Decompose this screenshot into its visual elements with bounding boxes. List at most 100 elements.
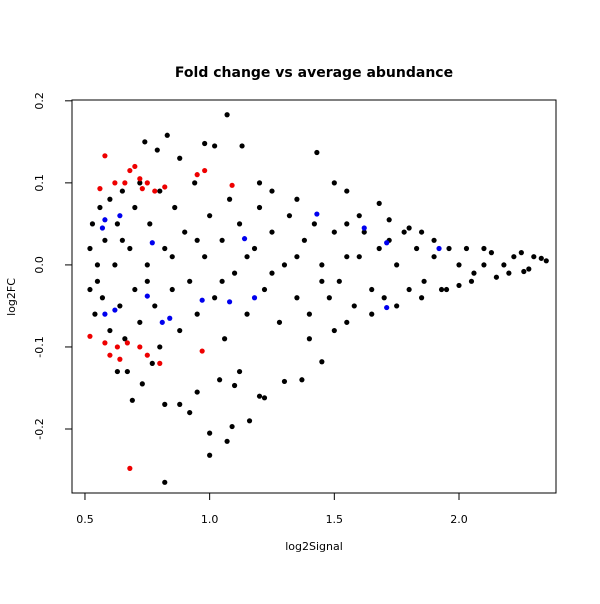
point xyxy=(152,188,158,194)
point xyxy=(344,221,350,227)
x-tick-label: 2.0 xyxy=(450,513,468,526)
point xyxy=(119,237,125,243)
point xyxy=(481,262,487,268)
point xyxy=(127,167,133,174)
point xyxy=(229,182,235,188)
point xyxy=(361,225,367,231)
point xyxy=(294,295,300,301)
point xyxy=(207,430,213,436)
point xyxy=(281,378,288,385)
point xyxy=(493,274,500,280)
point xyxy=(124,340,130,346)
point xyxy=(501,262,507,268)
point xyxy=(102,340,108,346)
point xyxy=(431,237,437,243)
point xyxy=(521,268,527,275)
point xyxy=(468,278,475,284)
chart-title: Fold change vs average abundance xyxy=(175,65,453,81)
point xyxy=(384,304,390,311)
point xyxy=(369,311,375,317)
point xyxy=(132,286,138,293)
point xyxy=(202,167,208,174)
point xyxy=(244,311,250,317)
point xyxy=(356,254,362,260)
point xyxy=(137,344,143,350)
point xyxy=(132,163,138,170)
point xyxy=(226,299,233,305)
point xyxy=(112,180,118,186)
point xyxy=(129,397,135,403)
point xyxy=(246,418,253,424)
point xyxy=(506,270,512,276)
point xyxy=(224,438,230,444)
point xyxy=(446,245,452,252)
point xyxy=(406,286,412,293)
point xyxy=(418,229,425,235)
point xyxy=(244,254,250,260)
point xyxy=(319,278,325,284)
point xyxy=(159,319,165,325)
point xyxy=(463,245,470,252)
point xyxy=(256,204,263,211)
point xyxy=(122,180,128,186)
point xyxy=(314,211,320,217)
point xyxy=(229,423,235,430)
point xyxy=(182,229,188,235)
point xyxy=(152,303,158,309)
point xyxy=(261,395,268,401)
point xyxy=(162,401,168,407)
point xyxy=(102,153,108,159)
point xyxy=(114,368,120,375)
point xyxy=(169,254,175,260)
point xyxy=(443,286,450,293)
x-tick-label: 1.5 xyxy=(326,513,344,526)
point xyxy=(311,221,317,227)
point xyxy=(99,225,106,231)
point xyxy=(344,319,350,325)
point xyxy=(107,196,113,202)
point xyxy=(236,368,243,375)
point xyxy=(157,344,163,350)
point xyxy=(331,327,337,334)
plot-frame xyxy=(71,99,557,494)
point xyxy=(144,352,150,358)
point xyxy=(167,315,173,321)
point xyxy=(137,319,143,325)
point xyxy=(406,225,412,231)
point xyxy=(149,360,155,366)
point xyxy=(306,311,312,317)
point xyxy=(269,188,275,194)
point xyxy=(401,229,407,235)
point xyxy=(456,262,462,268)
point xyxy=(147,221,153,227)
point xyxy=(117,356,123,362)
point xyxy=(299,377,305,383)
point xyxy=(89,221,96,227)
point xyxy=(117,213,123,219)
point xyxy=(199,348,205,354)
point xyxy=(194,389,200,395)
point xyxy=(194,172,200,178)
point xyxy=(219,237,225,243)
point xyxy=(356,213,362,219)
point xyxy=(124,368,130,375)
point xyxy=(294,254,300,260)
point xyxy=(344,188,350,194)
point xyxy=(231,270,238,276)
point xyxy=(361,229,367,235)
point xyxy=(192,180,198,186)
point xyxy=(162,184,168,190)
point xyxy=(314,149,320,156)
point xyxy=(344,254,350,260)
point xyxy=(543,258,549,264)
point xyxy=(488,250,495,256)
point xyxy=(117,303,123,309)
point xyxy=(394,262,400,268)
point xyxy=(351,303,357,309)
point xyxy=(172,204,178,211)
point xyxy=(369,286,375,293)
point xyxy=(137,176,143,182)
point xyxy=(169,286,175,293)
point xyxy=(381,295,387,301)
